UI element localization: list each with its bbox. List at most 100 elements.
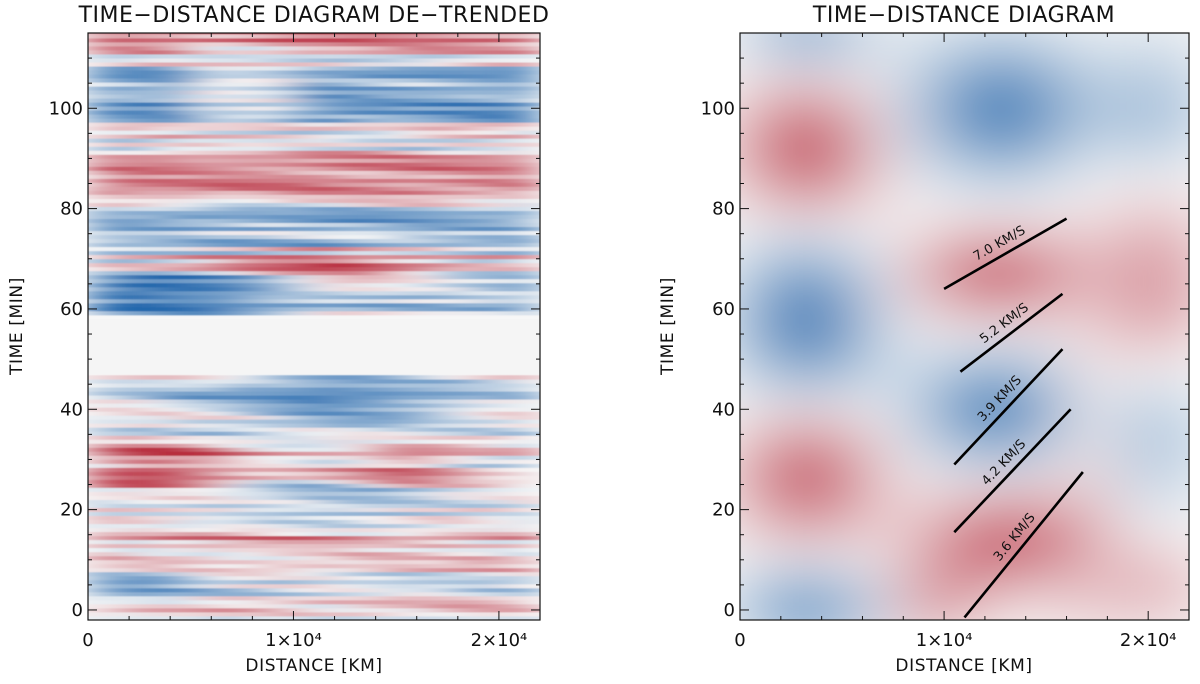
heatmap-cell: [88, 82, 110, 87]
heatmap-cell: [88, 463, 110, 468]
heatmap-cell: [396, 383, 418, 388]
heatmap-cell: [129, 575, 151, 581]
heatmap-cell: [933, 213, 945, 227]
heatmap-cell: [88, 507, 110, 512]
heatmap-cell: [375, 82, 397, 87]
heatmap-cell: [740, 589, 751, 604]
heatmap-cell: [190, 234, 212, 240]
heatmap-cell: [1097, 138, 1109, 152]
heatmap-cell: [108, 110, 130, 115]
heatmap-cell: [519, 527, 540, 533]
heatmap-cell: [964, 188, 976, 202]
heatmap-cell: [1035, 602, 1047, 616]
heatmap-cell: [375, 38, 397, 43]
heatmap-cell: [416, 439, 438, 444]
heatmap-cell: [720, 628, 731, 641]
heatmap-cell: [1158, 125, 1170, 140]
heatmap-cell: [129, 186, 151, 191]
heatmap-cell: [396, 110, 418, 115]
heatmap-cell: [170, 190, 192, 195]
heatmap-cell: [1087, 150, 1098, 165]
heatmap-cell: [149, 278, 171, 284]
heatmap-cell: [944, 615, 956, 620]
heatmap-cell: [108, 62, 130, 67]
heatmap-cell: [272, 298, 294, 304]
heatmap-cell: [842, 314, 853, 328]
heatmap-cell: [108, 459, 130, 464]
heatmap-cell: [831, 514, 843, 528]
heatmap-cell: [129, 302, 151, 308]
heatmap-cell: [750, 577, 762, 591]
heatmap-cell: [231, 608, 253, 613]
heatmap-cell: [396, 527, 418, 533]
heatmap-cell: [334, 591, 356, 597]
heatmap-cell: [211, 150, 233, 155]
heatmap-cell: [375, 419, 397, 424]
heatmap-cell: [498, 475, 520, 480]
heatmap-cell: [88, 383, 110, 388]
heatmap-cell: [355, 222, 377, 227]
heatmap-cell: [1035, 589, 1047, 604]
heatmap-cell: [478, 543, 500, 549]
heatmap-cell: [396, 587, 418, 593]
heatmap-cell: [416, 407, 438, 412]
heatmap-cell: [1097, 263, 1109, 278]
heatmap-cell: [1148, 238, 1160, 252]
heatmap-cell: [478, 98, 500, 103]
heatmap-cell: [760, 364, 772, 378]
heatmap-cell: [129, 194, 151, 199]
heatmap-cell: [498, 415, 520, 420]
heatmap-cell: [437, 383, 459, 388]
heatmap-cell: [190, 471, 212, 476]
heatmap-cell: [791, 489, 802, 503]
heatmap-cell: [129, 467, 151, 472]
heatmap-cell: [740, 238, 741, 252]
heatmap-cell: [314, 431, 336, 436]
heatmap-cell: [149, 86, 171, 91]
heatmap-cell: [1076, 552, 1088, 566]
heatmap-cell: [821, 502, 833, 516]
heatmap-cell: [811, 326, 823, 340]
heatmap-cell: [108, 587, 130, 593]
heatmap-cell: [923, 163, 935, 177]
heatmap-cell: [190, 612, 212, 617]
heatmap-cell: [1087, 138, 1098, 152]
heatmap-cell: [1148, 364, 1160, 378]
heatmap-cell: [923, 414, 935, 428]
heatmap-cell: [211, 379, 233, 384]
heatmap-cell: [498, 571, 520, 577]
heatmap-cell: [1168, 389, 1180, 403]
heatmap-cell: [1158, 552, 1170, 566]
heatmap-cell: [252, 391, 274, 396]
heatmap-cell: [190, 190, 212, 195]
heatmap-cell: [129, 102, 151, 107]
heatmap-cell: [231, 166, 253, 171]
heatmap-cell: [314, 551, 336, 557]
heatmap-cell: [1148, 201, 1160, 215]
heatmap-cell: [1035, 138, 1047, 152]
heatmap-cell: [954, 251, 966, 265]
heatmap-cell: [831, 602, 843, 616]
heatmap-cell: [355, 146, 377, 151]
heatmap-cell: [88, 375, 110, 380]
heatmap-cell: [791, 439, 802, 453]
heatmap-cell: [211, 214, 233, 219]
heatmap-cell: [252, 198, 274, 203]
heatmap-cell: [750, 401, 762, 416]
heatmap-cell: [252, 411, 274, 416]
heatmap-cell: [334, 190, 356, 195]
heatmap-cell: [903, 163, 915, 177]
heatmap-cell: [88, 162, 110, 167]
heatmap-cell: [478, 262, 500, 268]
heatmap-cell: [293, 174, 315, 179]
heatmap-cell: [1035, 339, 1047, 353]
heatmap-cell: [314, 66, 336, 71]
heatmap-cell: [149, 612, 171, 617]
heatmap-cell: [831, 314, 843, 328]
heatmap-cell: [314, 226, 336, 232]
heatmap-cell: [770, 539, 782, 553]
heatmap-cell: [498, 583, 520, 589]
heatmap-cell: [1189, 301, 1200, 314]
heatmap-cell: [519, 511, 540, 516]
heatmap-cell: [88, 579, 110, 585]
